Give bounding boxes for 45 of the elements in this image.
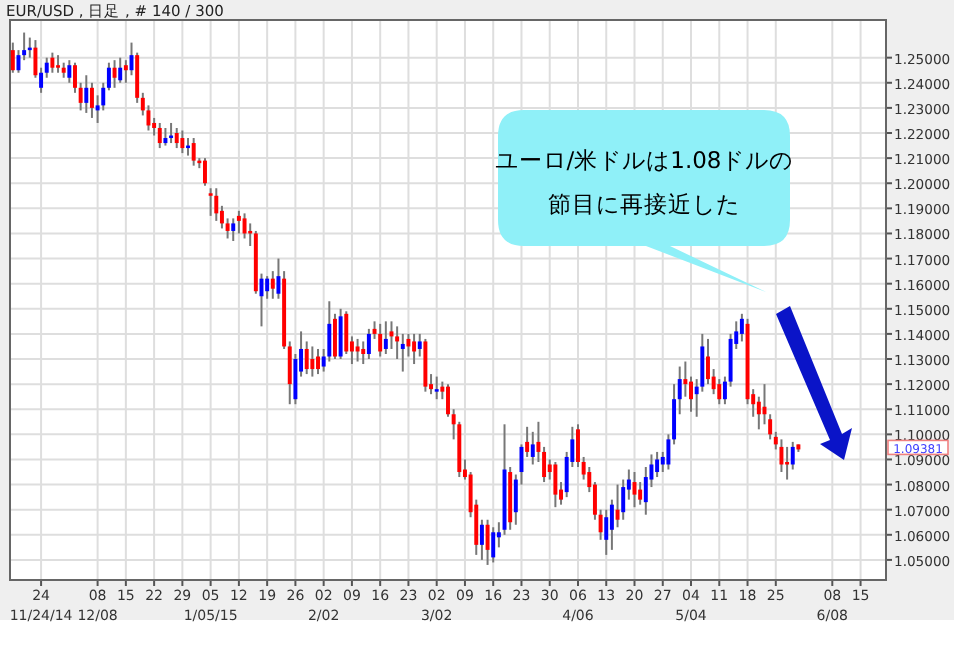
candlestick bbox=[615, 483, 620, 529]
candlestick bbox=[191, 137, 196, 167]
candlestick bbox=[316, 347, 320, 376]
candlestick bbox=[265, 275, 270, 300]
candlestick bbox=[706, 337, 710, 386]
candlestick bbox=[366, 327, 371, 361]
candlestick bbox=[208, 187, 213, 217]
candlestick bbox=[310, 345, 315, 378]
candlestick bbox=[338, 307, 343, 361]
candlestick bbox=[479, 518, 484, 561]
candlestick bbox=[231, 217, 236, 242]
candlestick bbox=[400, 332, 405, 373]
callout: ユーロ/米ドルは1.08ドルの節目に再接近した bbox=[494, 110, 794, 292]
candlestick bbox=[383, 320, 388, 355]
candlestick bbox=[304, 340, 309, 376]
candlestick bbox=[361, 340, 366, 366]
candlestick bbox=[423, 337, 428, 393]
candlestick bbox=[491, 526, 496, 564]
candlestick bbox=[123, 59, 128, 84]
candlestick bbox=[349, 335, 354, 366]
candlestick bbox=[621, 478, 626, 521]
candlestick bbox=[112, 59, 117, 89]
annotation: ユーロ/米ドルは1.08ドルの節目に再接近した bbox=[494, 146, 794, 218]
candlestick bbox=[378, 322, 383, 358]
candlestick bbox=[434, 375, 439, 401]
candlestick bbox=[530, 430, 535, 466]
candlestick bbox=[485, 518, 490, 566]
candlestick bbox=[157, 121, 162, 150]
candlestick bbox=[236, 209, 241, 235]
candlestick bbox=[50, 51, 55, 74]
candlestick bbox=[553, 460, 558, 509]
candlestick bbox=[214, 187, 219, 222]
candlestick bbox=[412, 332, 417, 366]
candlestick bbox=[89, 81, 94, 119]
candlestick bbox=[67, 59, 72, 84]
candlestick bbox=[180, 129, 185, 155]
candlestick bbox=[242, 212, 247, 240]
candlestick bbox=[174, 126, 179, 150]
candlestick bbox=[355, 337, 360, 363]
candlestick bbox=[604, 508, 609, 556]
candlestick bbox=[84, 74, 89, 114]
candlestick bbox=[655, 450, 660, 479]
candlestick bbox=[10, 41, 15, 74]
candlestick bbox=[118, 56, 123, 84]
candlestick bbox=[779, 438, 784, 474]
